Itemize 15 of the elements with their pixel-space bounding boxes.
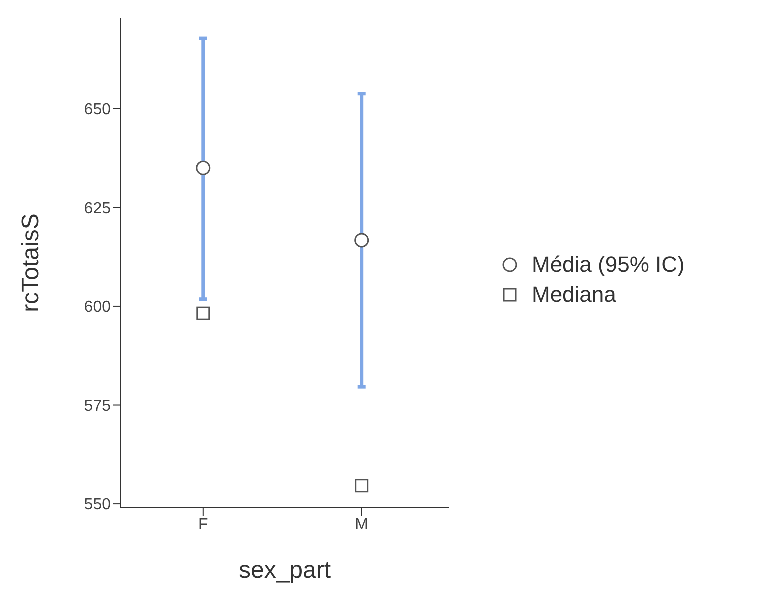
legend-label: Média (95% IC) bbox=[532, 251, 685, 279]
y-tick-label: 600 bbox=[84, 299, 112, 316]
y-tick-label: 550 bbox=[84, 496, 112, 514]
point bbox=[355, 479, 369, 493]
x-tick-label: F bbox=[198, 516, 209, 534]
y-tick-label: 575 bbox=[84, 398, 112, 415]
x-tick-label: M bbox=[355, 516, 369, 534]
y-axis-title: rcTotaisS bbox=[18, 214, 45, 312]
point bbox=[196, 160, 211, 176]
y-tick-label: 650 bbox=[84, 102, 112, 119]
point bbox=[196, 306, 210, 320]
legend-label: Mediana bbox=[532, 281, 616, 309]
x-axis-title: sex_part bbox=[238, 557, 332, 584]
point bbox=[354, 233, 370, 248]
y-tick-label: 625 bbox=[84, 200, 112, 218]
